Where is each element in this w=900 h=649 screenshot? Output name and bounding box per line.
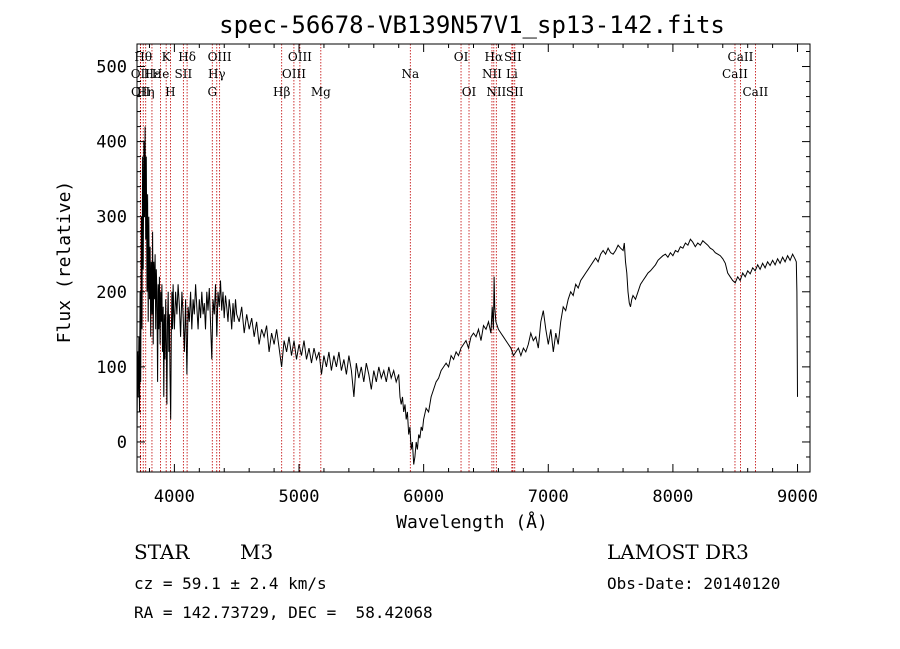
- line-marker-label: OI: [454, 50, 469, 64]
- x-axis-ticks: 4000 5000 6000 7000 8000 9000: [148, 44, 818, 507]
- line-marker-label: K: [162, 50, 172, 64]
- line-marker-label: OIII: [288, 50, 312, 64]
- x-tick-label: 8000: [652, 487, 693, 507]
- line-marker-label: Hη: [137, 85, 155, 99]
- redshift-text: cz = 59.1 ± 2.4 km/s: [134, 574, 327, 593]
- line-marker-label: He: [152, 67, 170, 81]
- line-marker-label: SII: [506, 85, 524, 99]
- survey-name: LAMOST DR3: [607, 540, 749, 564]
- y-tick-label: 500: [96, 58, 127, 78]
- line-marker-label: CaII: [742, 85, 768, 99]
- y-axis-label: Flux (relative): [54, 181, 75, 344]
- chart-title: spec-56678-VB139N57V1_sp13-142.fits: [219, 11, 725, 39]
- y-axis-ticks: 0 100 200 300 400 500: [96, 51, 810, 458]
- line-marker-label: NII: [482, 67, 502, 81]
- line-marker-label: OI: [462, 85, 477, 99]
- x-tick-label: 5000: [279, 487, 320, 507]
- line-marker-label: Hα: [485, 50, 504, 64]
- object-class: STAR: [134, 540, 190, 564]
- line-marker-label: SII: [175, 67, 193, 81]
- x-tick-label: 9000: [777, 487, 818, 507]
- line-marker-label: SII: [504, 50, 522, 64]
- line-marker-label: NII: [486, 85, 506, 99]
- plot-frame: [136, 43, 811, 473]
- line-marker-label: CaII: [728, 50, 754, 64]
- coordinates-text: RA = 142.73729, DEC = 58.42068: [134, 603, 433, 622]
- object-subclass: M3: [240, 540, 274, 564]
- line-marker-label: OII: [131, 67, 151, 81]
- line-marker-label: Hε: [144, 67, 161, 81]
- line-marker-label: Hβ: [273, 85, 290, 99]
- y-tick-label: 200: [96, 283, 127, 303]
- line-marker-label: Hδ: [178, 50, 196, 64]
- obs-date: Obs-Date: 20140120: [607, 574, 781, 593]
- x-tick-label: 7000: [528, 487, 569, 507]
- line-marker-label: G: [207, 85, 217, 99]
- line-marker-label: H: [165, 85, 175, 99]
- line-marker-label: Li: [506, 67, 518, 81]
- line-markers: [139, 44, 756, 472]
- line-marker-label: Hγ: [208, 67, 226, 81]
- flux-series-line: [136, 126, 798, 465]
- y-tick-label: 400: [96, 133, 127, 153]
- y-tick-label: 300: [96, 208, 127, 228]
- line-marker-label: CaII: [722, 67, 748, 81]
- y-tick-label: 0: [117, 433, 127, 453]
- x-tick-label: 6000: [403, 487, 444, 507]
- x-tick-label: 4000: [154, 487, 195, 507]
- line-marker-label: OII: [131, 85, 151, 99]
- line-marker-label: Hθ: [134, 50, 152, 64]
- line-marker-label: Na: [401, 67, 419, 81]
- y-tick-label: 100: [96, 358, 127, 378]
- line-marker-label: Mg: [311, 85, 331, 99]
- line-marker-label: OIII: [208, 50, 232, 64]
- line-marker-label: OIII: [282, 67, 306, 81]
- line-marker-labels: OIIOIIHθHηHεHeKHSIIHδGHγOIIIHβOIIIOIIIMg…: [131, 50, 769, 99]
- x-axis-label: Wavelength (Å): [396, 511, 548, 533]
